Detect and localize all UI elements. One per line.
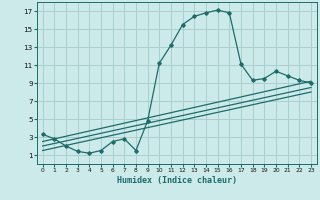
X-axis label: Humidex (Indice chaleur): Humidex (Indice chaleur) — [117, 176, 237, 185]
